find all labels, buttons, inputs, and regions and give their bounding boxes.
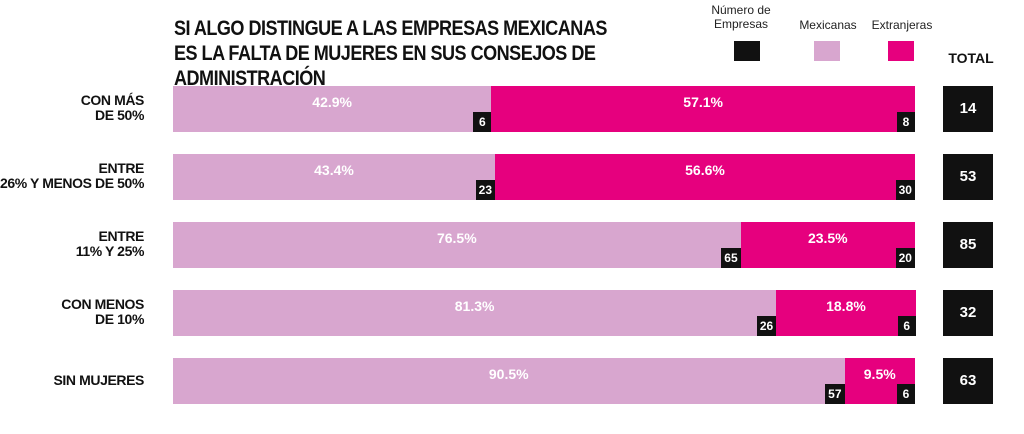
count-badge: 20 [895, 248, 915, 268]
percent-label: 23.5% [807, 230, 848, 246]
legend-swatch-count [734, 41, 760, 61]
percent-label: 56.6% [685, 162, 725, 178]
row-label-line: 26% Y MENOS DE 50% [0, 175, 144, 191]
bar-segment-extranjeras: 18.8% 6 [776, 290, 916, 336]
legend-swatch-mexicanas [814, 41, 840, 61]
total-value: 53 [943, 154, 993, 200]
bar-segment-mexicanas: 42.9% 6 [173, 86, 492, 132]
row-label-line: DE 50% [95, 107, 144, 123]
count-badge: 6 [897, 316, 916, 336]
row-label-line: DE 10% [95, 311, 144, 327]
percent-label: 18.8% [826, 298, 866, 314]
row-label-line: 11% Y 25% [75, 243, 145, 259]
legend-label-mexicanas: Mexicanas [799, 18, 857, 32]
percent-label: 76.5% [436, 230, 477, 246]
bar-segment-extranjeras: 57.1% 8 [491, 86, 915, 132]
percent-label: 57.1% [683, 94, 723, 110]
total-value: 63 [943, 358, 993, 404]
bar-segment-mexicanas: 43.4% 23 [173, 154, 496, 200]
count-badge: 65 [721, 248, 741, 268]
bar-segment-mexicanas: 90.5% 57 [173, 358, 845, 404]
total-header: TOTAL [948, 50, 994, 66]
bar-segment-extranjeras: 56.6% 30 [495, 154, 915, 200]
row-label: SIN MUJERES [53, 371, 144, 388]
percent-label: 42.9% [312, 94, 352, 110]
row-label-line: ENTRE [98, 160, 145, 176]
count-badge: 8 [896, 112, 915, 132]
percent-label: 90.5% [488, 366, 529, 382]
chart-title: SI ALGO DISTINGUE A LAS EMPRESAS MEXICAN… [174, 17, 607, 90]
legend-label-extranjeras: Extranjeras [871, 18, 933, 32]
row-label: ENTRE 11% Y 25% [75, 228, 145, 259]
row-label-line: CON MÁS [80, 92, 145, 108]
row-label: CON MÁS DE 50% [80, 92, 145, 123]
total-value: 14 [943, 86, 993, 132]
legend-label-count: Número de Empresas [711, 3, 771, 31]
row-label: CON MENOS DE 10% [61, 297, 144, 327]
total-value: 85 [943, 222, 993, 268]
row-label-line: CON MENOS [61, 296, 144, 312]
count-badge: 26 [756, 316, 777, 336]
bar-segment-extranjeras: 23.5% 20 [740, 222, 915, 268]
count-badge: 6 [473, 112, 492, 132]
percent-label: 43.4% [314, 162, 354, 178]
total-value: 32 [943, 290, 993, 336]
percent-label: 81.3% [454, 298, 495, 314]
row-label-line: ENTRE [98, 228, 145, 244]
bar-segment-extranjeras: 9.5% 6 [844, 358, 915, 404]
count-badge: 30 [895, 180, 915, 200]
count-badge: 23 [475, 180, 496, 200]
legend-swatch-extranjeras [888, 41, 914, 61]
count-badge: 57 [825, 384, 845, 404]
row-label-line: SIN MUJERES [53, 371, 144, 388]
row-label: ENTRE 26% Y MENOS DE 50% [0, 161, 144, 191]
bar-segment-mexicanas: 81.3% 26 [173, 290, 777, 336]
percent-label: 9.5% [863, 366, 896, 382]
bar-segment-mexicanas: 76.5% 65 [173, 222, 741, 268]
count-badge: 6 [896, 384, 915, 404]
